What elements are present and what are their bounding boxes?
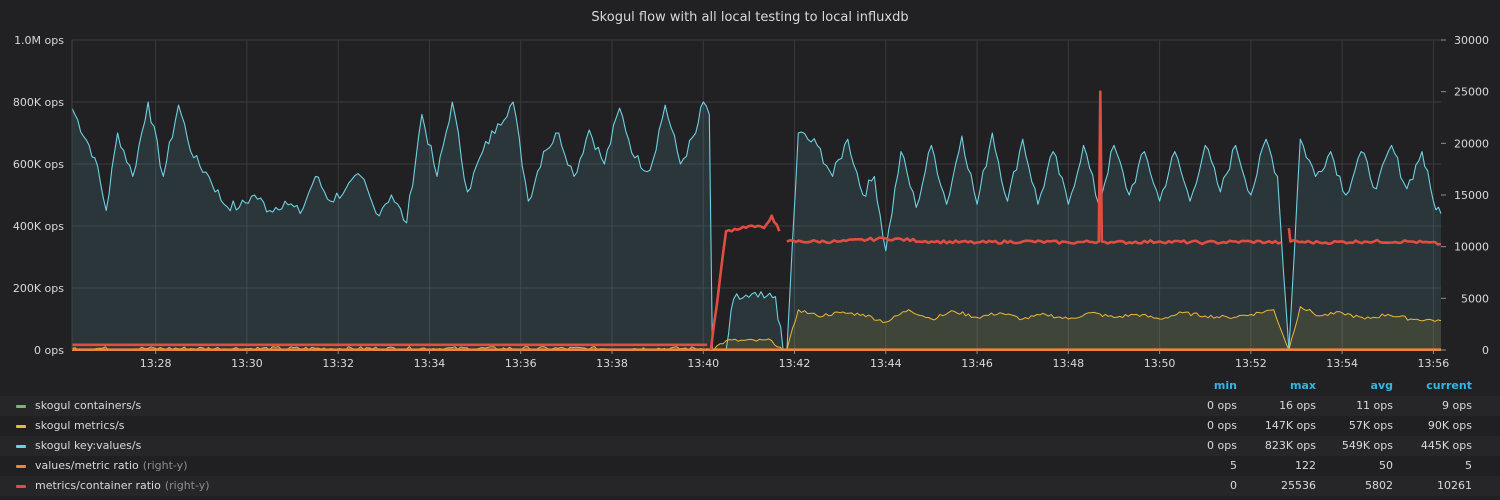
x-tick-label: 13:54	[1326, 357, 1358, 370]
legend-color-swatch[interactable]	[16, 465, 26, 468]
legend-header: min max avg current	[0, 376, 1500, 396]
x-tick-label: 13:28	[140, 357, 172, 370]
x-tick-label: 13:30	[231, 357, 263, 370]
legend-header-min[interactable]: min	[1213, 379, 1237, 392]
y-left-tick-label: 400K ops	[13, 220, 64, 233]
legend-header-avg[interactable]: avg	[1370, 379, 1393, 392]
y-left-tick-label: 0 ops	[34, 344, 64, 357]
legend-series-label: skogul key:values/s	[35, 439, 142, 452]
series-line-skogul-metrics-s[interactable]	[1288, 306, 1442, 351]
legend-series-label: skogul metrics/s	[35, 419, 125, 432]
legend-series-label: skogul containers/s	[35, 399, 142, 412]
x-tick-label: 13:32	[322, 357, 354, 370]
legend-header-max[interactable]: max	[1290, 379, 1316, 392]
y-left-tick-label: 600K ops	[13, 158, 64, 171]
series-area-skogul-metrics-s	[710, 338, 784, 350]
legend-row[interactable]: values/metric ratio (right-y) 5 122 50 5	[0, 456, 1500, 476]
legend-min-value: 0 ops	[1207, 399, 1237, 412]
legend-series-name[interactable]: metrics/container ratio (right-y)	[35, 476, 210, 496]
series-line-skogul-metrics-s[interactable]	[710, 338, 784, 351]
legend-row[interactable]: skogul metrics/s 0 ops 147K ops 57K ops 90K …	[0, 416, 1500, 436]
legend-series-name[interactable]: skogul containers/s	[35, 396, 141, 416]
legend-current-value: 10261	[1437, 479, 1472, 492]
y-right-tick-label: 25000	[1454, 86, 1489, 99]
legend-right-y-tag: (right-y)	[142, 459, 188, 472]
y-right-tick-label: 5000	[1461, 292, 1489, 305]
series-line-skogul-key-values-s[interactable]	[725, 291, 784, 351]
series-line-metrics-container-ratio[interactable]	[709, 214, 781, 351]
legend-max-value: 823K ops	[1264, 439, 1316, 452]
legend-min-value: 0 ops	[1207, 419, 1237, 432]
y-left-tick-label: 1.0M ops	[14, 34, 64, 47]
series-line-skogul-key-values-s[interactable]	[1288, 138, 1442, 351]
series-area-skogul-metrics-s	[1288, 306, 1441, 350]
legend-right-y-tag: (right-y)	[164, 479, 210, 492]
series-area-skogul-key-values-s	[72, 102, 710, 350]
legend-avg-value: 50	[1379, 459, 1393, 472]
legend-max-value: 147K ops	[1264, 419, 1316, 432]
y-right-tick-label: 20000	[1454, 137, 1489, 150]
legend-min-value: 0 ops	[1207, 439, 1237, 452]
series-line-skogul-key-values-s[interactable]	[71, 101, 710, 224]
axes: 0 ops 200K ops 400K ops 600K ops 800K ops 1.0…	[13, 34, 1489, 370]
y-right-tick-label: 10000	[1454, 241, 1489, 254]
series-layer	[71, 90, 1442, 351]
legend-color-swatch[interactable]	[16, 405, 26, 408]
legend-min-value: 0	[1230, 479, 1237, 492]
legend-avg-value: 5802	[1365, 479, 1393, 492]
legend-current-value: 5	[1465, 459, 1472, 472]
legend-rows: skogul containers/s 0 ops 16 ops 11 ops 9 op…	[0, 396, 1500, 496]
x-tick-label: 13:48	[1052, 357, 1084, 370]
y-right-tick-label: 30000	[1454, 34, 1489, 47]
series-area-skogul-key-values-s	[726, 291, 784, 350]
chart-area[interactable]: 0 ops 200K ops 400K ops 600K ops 800K ops 1.0…	[0, 0, 1500, 370]
legend-row[interactable]: skogul containers/s 0 ops 16 ops 11 ops 9 op…	[0, 396, 1500, 416]
series-line-skogul-key-values-s[interactable]	[786, 131, 1290, 351]
x-tick-label: 13:42	[779, 357, 811, 370]
series-line-skogul-key-values-s[interactable]	[708, 114, 713, 351]
y-right-tick-label: 0	[1482, 344, 1489, 357]
x-tick-label: 13:44	[870, 357, 902, 370]
legend-table: min max avg current skogul containers/s 0…	[0, 376, 1500, 496]
legend-row[interactable]: metrics/container ratio (right-y) 0 25536 58…	[0, 476, 1500, 496]
legend-min-value: 5	[1230, 459, 1237, 472]
x-tick-label: 13:40	[687, 357, 719, 370]
panel-title[interactable]: Skogul flow with all local testing to lo…	[591, 10, 909, 25]
x-tick-label: 13:56	[1418, 357, 1450, 370]
legend-avg-value: 11 ops	[1356, 399, 1393, 412]
legend-max-value: 122	[1295, 459, 1316, 472]
legend-current-value: 9 ops	[1442, 399, 1472, 412]
x-tick-label: 13:38	[596, 357, 628, 370]
legend-series-name[interactable]: values/metric ratio (right-y)	[35, 456, 187, 476]
legend-max-value: 16 ops	[1279, 399, 1316, 412]
legend-max-value: 25536	[1281, 479, 1316, 492]
legend-color-swatch[interactable]	[16, 425, 26, 428]
legend-avg-value: 57K ops	[1348, 419, 1393, 432]
legend-color-swatch[interactable]	[16, 485, 26, 488]
x-tick-label: 13:50	[1144, 357, 1176, 370]
x-tick-label: 13:34	[414, 357, 446, 370]
legend-row[interactable]: skogul key:values/s 0 ops 823K ops 549K ops…	[0, 436, 1500, 456]
x-tick-label: 13:36	[505, 357, 537, 370]
y-left-tick-label: 200K ops	[13, 282, 64, 295]
legend-current-value: 445K ops	[1420, 439, 1472, 452]
series-line-metrics-container-ratio[interactable]	[1287, 227, 1442, 246]
legend-color-swatch[interactable]	[16, 445, 26, 448]
y-right-tick-label: 15000	[1454, 189, 1489, 202]
series-area-skogul-metrics-s	[786, 309, 1289, 350]
legend-series-label: metrics/container ratio	[35, 479, 161, 492]
x-tick-label: 13:52	[1235, 357, 1267, 370]
legend-avg-value: 549K ops	[1341, 439, 1393, 452]
series-line-metrics-container-ratio[interactable]	[786, 90, 1282, 246]
legend-header-current[interactable]: current	[1426, 379, 1472, 392]
legend-series-name[interactable]: skogul metrics/s	[35, 416, 125, 436]
legend-series-label: values/metric ratio	[35, 459, 139, 472]
series-line-skogul-metrics-s[interactable]	[786, 309, 1290, 351]
y-left-tick-label: 800K ops	[13, 96, 64, 109]
x-tick-label: 13:46	[961, 357, 993, 370]
legend-series-name[interactable]: skogul key:values/s	[35, 436, 141, 456]
series-area-skogul-key-values-s	[1288, 139, 1441, 350]
legend-current-value: 90K ops	[1427, 419, 1472, 432]
